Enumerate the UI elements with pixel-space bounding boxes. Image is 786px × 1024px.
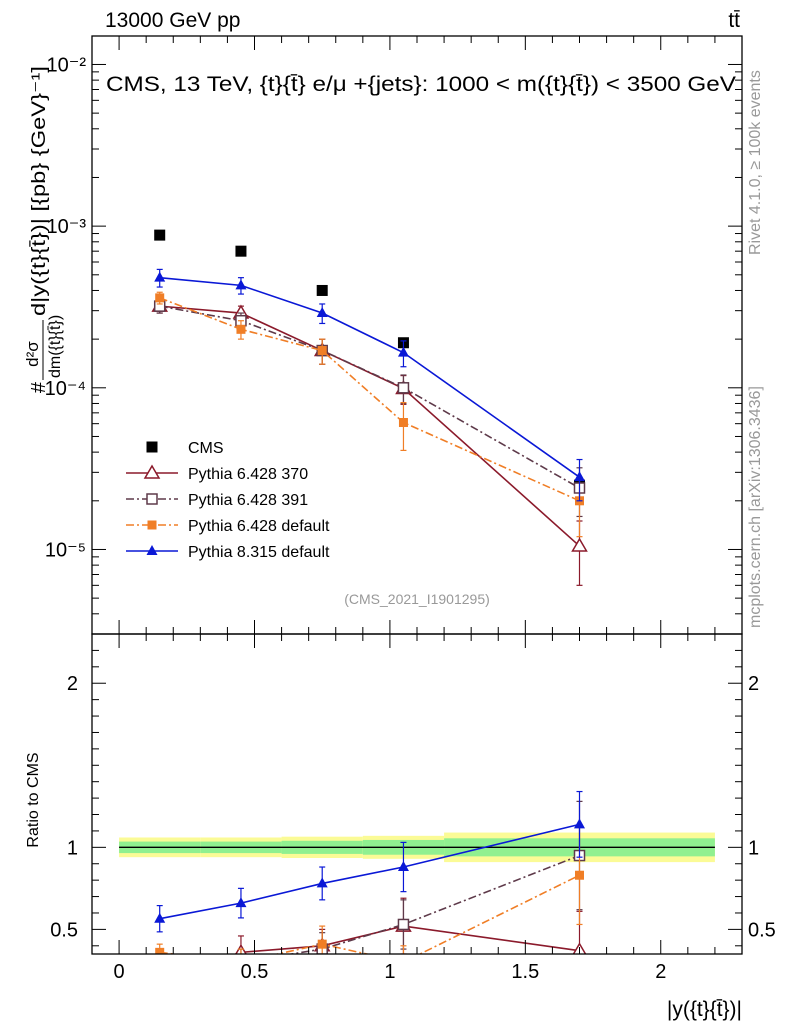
data-point <box>155 947 165 954</box>
ratio-xtick-label: 1 <box>384 961 395 983</box>
data-point <box>574 471 585 482</box>
series-line <box>159 305 581 547</box>
ratio-xtick-labels: 0 0.5 1 1.5 2 <box>114 961 667 983</box>
data-point <box>316 307 328 318</box>
legend-label: Pythia 6.428 370 <box>188 466 308 483</box>
data-point <box>571 537 588 552</box>
ratio-ytick-label: 2 <box>67 673 78 695</box>
series-line <box>159 874 580 954</box>
data-point <box>235 245 247 257</box>
legend-item-pythia-6-428-391: Pythia 6.428 391 <box>126 492 308 509</box>
ylabel-denominator: dm({t}{t̄}) <box>47 315 64 378</box>
legend-marker <box>146 441 158 453</box>
legend-item-pythia-8-315-default: Pythia 8.315 default <box>126 544 330 561</box>
ratio-series <box>153 790 587 984</box>
process-label: tt̄ <box>728 9 740 32</box>
legend-label: Pythia 6.428 default <box>188 518 330 535</box>
legend-marker <box>146 545 158 555</box>
ratio-xlabel: |y({t}{t̄})| <box>667 998 742 1021</box>
data-point <box>155 293 165 303</box>
ratio-xtick-label: 2 <box>655 961 666 983</box>
main-series <box>151 229 588 586</box>
data-point <box>316 284 328 296</box>
data-point <box>316 877 328 888</box>
data-point <box>317 346 327 356</box>
main-ytick-label: 10⁻³ <box>47 216 87 238</box>
main-ytick-label: 10⁻² <box>47 54 87 76</box>
main-series-pythia-6-428-391 <box>153 299 586 518</box>
legend-marker <box>146 493 158 505</box>
rivet-version-label: Rivet 4.1.0, ≥ 100k events <box>747 70 764 255</box>
data-point <box>398 418 408 428</box>
data-point <box>574 818 585 829</box>
ylabel-prefix: # <box>28 381 50 393</box>
data-point <box>397 346 409 357</box>
ylabel-rest: d|y({t}{t̄})| [{pb} {GeV}⁻¹] <box>29 66 50 316</box>
ratio-ytick-label-right: 0.5 <box>748 919 776 941</box>
energy-label: 13000 GeV pp <box>105 9 240 32</box>
main-ylabel: # d²σ dm({t}{t̄}) d|y({t}{t̄})| [{pb} {G… <box>23 66 64 393</box>
ratio-ytick-label: 0.5 <box>50 919 78 941</box>
data-point <box>397 382 410 394</box>
main-panel: CMS, 13 TeV, {t}{t̄} e/μ +{jets}: 1000 <… <box>23 35 743 635</box>
data-point <box>154 271 166 282</box>
legend-item-pythia-6-428-370: Pythia 6.428 370 <box>126 464 308 483</box>
ratio-xtick-label: 0.5 <box>241 961 269 983</box>
ratio-ytick-label-right: 1 <box>748 837 759 859</box>
legend-item-cms: CMS <box>146 440 224 457</box>
analysis-id-label: (CMS_2021_I1901295) <box>344 591 490 607</box>
main-ytick-label: 10⁻⁵ <box>45 539 86 561</box>
data-point <box>399 958 408 967</box>
data-point <box>155 974 165 984</box>
ratio-ticks <box>91 633 743 954</box>
legend-marker <box>143 464 161 479</box>
ratio-plot-frame <box>91 633 743 955</box>
data-point <box>236 324 246 334</box>
main-ytick-label: 10⁻⁴ <box>45 378 86 400</box>
ratio-ytick-label: 1 <box>67 837 78 859</box>
ratio-xtick-label: 0 <box>114 961 125 983</box>
data-point <box>397 861 409 872</box>
main-plot-title: CMS, 13 TeV, {t}{t̄} e/μ +{jets}: 1000 <… <box>106 73 736 96</box>
data-point <box>235 897 247 908</box>
ratio-ylabel: Ratio to CMS <box>25 752 42 847</box>
ylabel-numerator: d²σ <box>23 341 42 367</box>
legend-label: Pythia 6.428 391 <box>188 492 308 509</box>
data-point <box>154 229 166 241</box>
ratio-ytick-labels-left: 0.5 1 2 <box>50 673 78 941</box>
mcplots-label: mcplots.cern.ch [arXiv:1306.3436] <box>747 386 764 628</box>
legend: CMS Pythia 6.428 370 Pythia 6.428 391 Pythi… <box>126 440 330 561</box>
ratio-xtick-label: 1.5 <box>511 961 539 983</box>
legend-label: Pythia 8.315 default <box>188 544 330 561</box>
ratio-ytick-label-right: 2 <box>748 673 759 695</box>
series-line <box>159 305 580 489</box>
ratio-ytick-labels-right: 0.5 1 2 <box>748 673 776 941</box>
main-series-pythia-8-315-default <box>154 268 585 502</box>
data-point <box>317 939 327 949</box>
legend-item-pythia-6-428-default: Pythia 6.428 default <box>126 518 330 535</box>
data-point <box>154 912 166 923</box>
main-ytick-labels: 10⁻⁵ 10⁻⁴ 10⁻³ 10⁻² <box>45 54 87 561</box>
ratio-series-pythia-8-315-default <box>154 790 585 933</box>
ratio-panel: 0.5 1 2 0.5 1 2 0 0.5 1 1.5 2 Ratio to CMS |y({t… <box>25 633 776 1021</box>
legend-marker <box>147 520 157 530</box>
ratio-series-pythia-6-428-391 <box>155 800 586 984</box>
data-point <box>397 918 410 931</box>
data-point <box>575 870 584 880</box>
data-point <box>153 972 167 984</box>
legend-label: CMS <box>188 440 224 457</box>
data-point <box>235 279 247 290</box>
